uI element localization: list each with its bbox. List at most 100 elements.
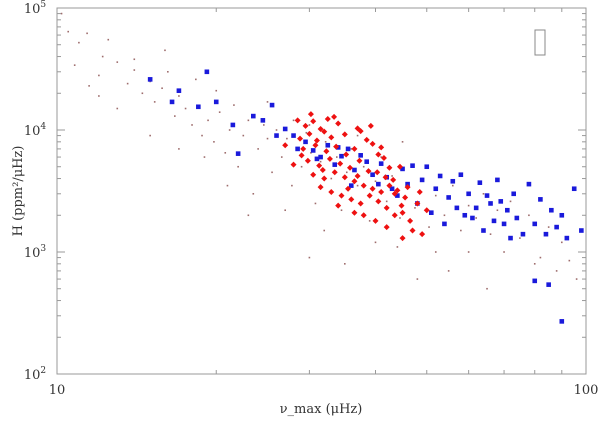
data-point-square [303, 139, 308, 145]
data-point-square [514, 215, 520, 221]
data-point-diamond [338, 192, 345, 199]
data-point-square [400, 166, 405, 172]
data-point-square [314, 156, 320, 162]
data-point-dot [149, 134, 151, 137]
data-point-diamond [324, 116, 331, 123]
ticks-layer [56, 7, 587, 375]
data-point-dot [224, 152, 227, 154]
data-point-diamond [335, 202, 342, 209]
data-point-diamond [363, 136, 370, 143]
data-point-diamond [300, 145, 307, 152]
data-point-dot [396, 246, 399, 248]
data-point-diamond [375, 198, 382, 205]
data-point-square [579, 228, 584, 233]
data-point-dot [324, 141, 327, 143]
data-point-dot [323, 229, 326, 232]
data-point-dot [284, 209, 286, 212]
data-point-square [260, 118, 266, 123]
data-point-dot [133, 69, 136, 71]
data-point-diamond [374, 169, 381, 176]
data-point-diamond [328, 134, 335, 141]
data-point-square [429, 210, 434, 215]
data-point-square [213, 99, 219, 105]
data-point-dot [174, 115, 176, 117]
data-point-dot [153, 101, 156, 103]
data-point-diamond [319, 167, 326, 174]
data-point-square [571, 186, 577, 192]
data-point-dot [560, 241, 563, 244]
data-point-dot [519, 237, 521, 239]
data-point-diamond [341, 174, 348, 181]
data-point-diamond [366, 192, 373, 199]
plot-frame [56, 7, 587, 375]
data-point-square [546, 282, 551, 287]
data-point-square [508, 235, 513, 241]
data-point-dot [266, 137, 269, 140]
data-point-square [433, 186, 439, 192]
data-point-dot [195, 78, 197, 81]
data-point-diamond [399, 209, 406, 216]
data-point-square [410, 163, 415, 168]
data-point-square [526, 181, 532, 187]
y-tick-label: 103 [24, 244, 47, 261]
data-point-square [358, 153, 363, 158]
y-axis-title: H (ppm²/μHz) [11, 146, 26, 237]
y-tick-label: 105 [24, 0, 47, 17]
legend-box [534, 29, 546, 56]
data-point-diamond [357, 200, 364, 207]
data-point-square [274, 133, 279, 138]
series-2-diamond [282, 111, 430, 242]
data-point-dot [330, 177, 333, 180]
data-point-diamond [369, 185, 376, 192]
data-point-square [491, 218, 497, 224]
data-point-dot [141, 92, 144, 95]
data-point-dot [451, 184, 454, 187]
data-point-dot [380, 156, 382, 158]
data-point-diamond [282, 142, 289, 149]
data-point-square [481, 228, 486, 233]
data-point-square [564, 235, 570, 241]
data-point-dot [533, 263, 536, 265]
data-point-square [169, 99, 175, 105]
data-point-diamond [351, 178, 358, 185]
data-point-diamond [419, 231, 426, 238]
data-point-square [250, 113, 256, 119]
data-point-diamond [316, 162, 323, 169]
data-point-diamond [360, 182, 367, 189]
data-point-square [291, 133, 296, 138]
data-point-dot [305, 131, 308, 134]
data-point-dot [528, 214, 530, 217]
data-point-dot [368, 220, 371, 222]
data-point-dot [213, 141, 215, 143]
data-point-dot [126, 82, 129, 85]
data-point-dot [98, 74, 100, 77]
data-point-square [364, 159, 370, 164]
data-point-dot [164, 49, 166, 52]
data-point-diamond [351, 145, 358, 152]
data-point-square [554, 224, 559, 230]
data-point-square [332, 162, 338, 167]
data-point-square [549, 207, 554, 213]
data-point-dot [482, 192, 485, 195]
data-point-dot [310, 152, 312, 154]
data-point-diamond [294, 117, 301, 124]
data-point-diamond [298, 152, 305, 159]
data-point-dot [280, 156, 283, 158]
data-point-dot [467, 204, 470, 207]
data-point-dot [475, 217, 477, 219]
data-point-dot [107, 38, 110, 41]
data-point-diamond [383, 224, 390, 231]
data-point-diamond [310, 118, 317, 125]
data-point-dot [401, 141, 404, 143]
data-point-dot [263, 124, 265, 126]
data-point-diamond [351, 209, 358, 216]
data-point-dot [237, 165, 239, 168]
data-point-square [405, 181, 410, 187]
data-point-square [470, 215, 475, 221]
data-point-square [446, 195, 451, 200]
data-point-dot [443, 214, 446, 217]
data-point-square [511, 191, 516, 197]
data-point-diamond [369, 140, 376, 147]
data-point-dot [116, 61, 119, 63]
data-point-diamond [404, 184, 411, 191]
